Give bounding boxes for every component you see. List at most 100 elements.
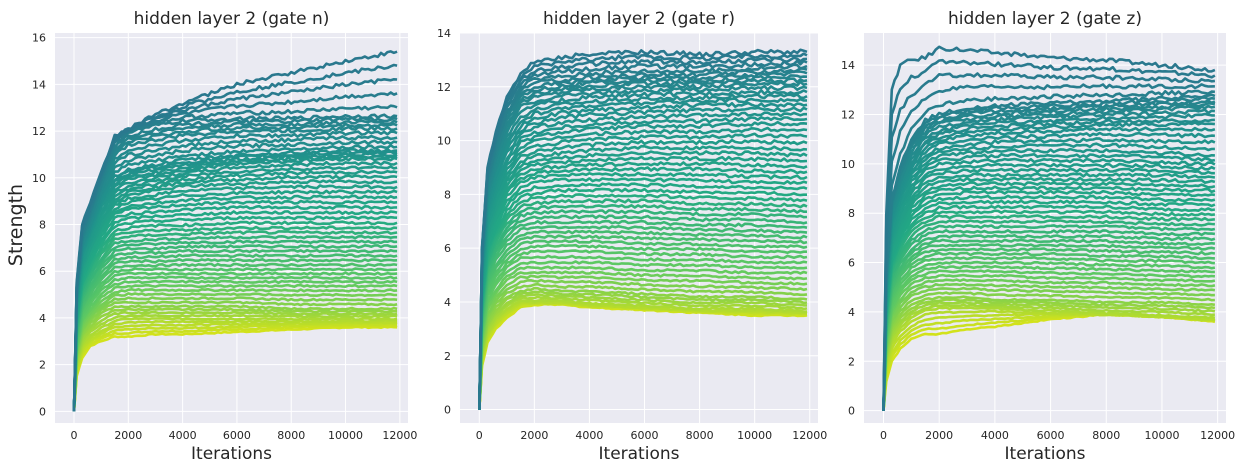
- x-tick-label: 6000: [223, 429, 251, 442]
- series-line: [478, 80, 808, 410]
- series-line: [478, 67, 808, 410]
- series-line: [72, 130, 398, 412]
- series-line: [882, 99, 1216, 411]
- series-line: [478, 150, 808, 410]
- series-line: [882, 112, 1215, 411]
- series-line: [882, 108, 1216, 411]
- series-line: [72, 160, 398, 412]
- y-tick-label: 4: [444, 296, 451, 309]
- series-line: [882, 303, 1216, 411]
- series-line: [882, 251, 1215, 411]
- x-tick-label: 12000: [1200, 429, 1235, 442]
- series-line: [478, 209, 808, 410]
- series-line: [882, 157, 1216, 411]
- series-line: [72, 147, 398, 412]
- series-line: [882, 306, 1216, 411]
- y-tick-label: 8: [39, 218, 46, 231]
- series-line: [72, 174, 398, 412]
- x-tick-label: 10000: [737, 429, 772, 442]
- x-tick-label: 4000: [169, 429, 197, 442]
- chart-title: hidden layer 2 (gate r): [543, 9, 735, 29]
- series-line: [478, 74, 808, 410]
- x-axis-label: Iterations: [191, 444, 272, 464]
- series-line: [478, 234, 808, 410]
- series-line: [478, 286, 808, 410]
- series-line: [882, 273, 1216, 411]
- series-line: [882, 89, 1215, 411]
- series-line: [72, 210, 398, 412]
- chart-title: hidden layer 2 (gate z): [948, 9, 1142, 29]
- series-line: [882, 278, 1216, 411]
- x-tick-label: 10000: [328, 429, 363, 442]
- series-line: [882, 269, 1216, 411]
- series-line: [72, 119, 398, 412]
- series-line: [478, 166, 808, 410]
- y-tick-label: 12: [437, 81, 451, 94]
- series-line: [478, 243, 807, 410]
- series-line: [882, 224, 1216, 411]
- series-line: [72, 156, 398, 412]
- series-line: [478, 70, 808, 410]
- series-line: [478, 260, 808, 410]
- series-group: [478, 48, 808, 410]
- series-line: [72, 313, 398, 412]
- series-line: [72, 325, 398, 412]
- series-line: [478, 182, 808, 410]
- series-line: [882, 199, 1216, 411]
- x-tick-label: 6000: [1037, 429, 1065, 442]
- x-tick-label: 2000: [925, 429, 953, 442]
- series-line: [882, 176, 1216, 411]
- series-line: [72, 275, 398, 412]
- x-tick-label: 0: [476, 429, 483, 442]
- y-tick-label: 10: [841, 158, 855, 171]
- y-tick-label: 8: [444, 188, 451, 201]
- series-line: [478, 265, 808, 410]
- series-line: [72, 287, 398, 412]
- series-line: [882, 260, 1216, 411]
- series-line: [882, 189, 1216, 411]
- y-tick-label: 6: [444, 242, 451, 255]
- series-line: [72, 122, 398, 412]
- series-line: [478, 171, 808, 410]
- series-line: [72, 316, 398, 412]
- y-tick-label: 2: [39, 359, 46, 372]
- series-line: [72, 267, 398, 412]
- series-line: [478, 126, 808, 410]
- series-line: [478, 106, 808, 410]
- series-line: [882, 137, 1216, 411]
- x-tick-label: 4000: [981, 429, 1009, 442]
- series-line: [72, 230, 398, 412]
- series-line: [478, 138, 808, 410]
- series-group: [72, 50, 398, 412]
- y-tick-label: 6: [848, 257, 855, 270]
- series-line: [72, 283, 398, 412]
- series-line: [882, 291, 1215, 411]
- series-line: [882, 58, 1216, 411]
- series-line: [478, 111, 807, 410]
- y-tick-label: 10: [32, 172, 46, 185]
- series-line: [882, 282, 1216, 411]
- series-line: [882, 204, 1216, 411]
- series-line: [72, 50, 398, 412]
- y-tick-label: 12: [841, 108, 855, 121]
- series-line: [882, 264, 1215, 411]
- series-line: [72, 113, 398, 412]
- series-line: [882, 93, 1216, 411]
- series-line: [478, 214, 808, 410]
- series-line: [72, 189, 398, 412]
- series-line: [882, 219, 1215, 411]
- series-line: [72, 220, 398, 412]
- series-line: [478, 278, 808, 410]
- y-tick-label: 4: [848, 306, 855, 319]
- y-tick-label: 2: [444, 350, 451, 363]
- series-line: [478, 144, 808, 410]
- series-line: [478, 63, 808, 410]
- series-line: [72, 304, 398, 412]
- series-line: [478, 254, 808, 410]
- series-line: [882, 126, 1216, 411]
- y-tick-label: 10: [437, 135, 451, 148]
- y-tick-label: 8: [848, 207, 855, 220]
- series-line: [882, 243, 1216, 411]
- series-line: [478, 48, 808, 410]
- y-tick-label: 4: [39, 312, 46, 325]
